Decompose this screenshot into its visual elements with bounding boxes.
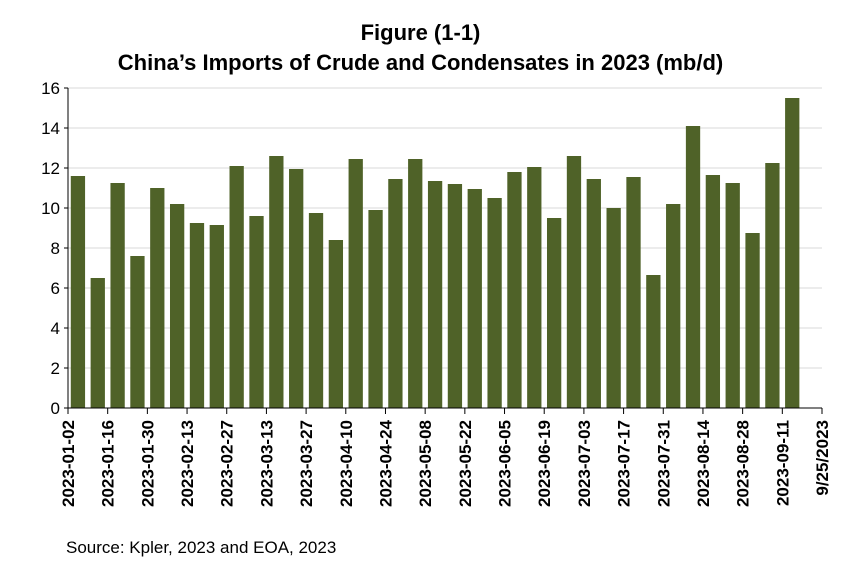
bar — [348, 159, 363, 408]
bar — [408, 159, 423, 408]
x-tick-label: 2023-06-19 — [535, 420, 554, 507]
y-tick-label: 8 — [51, 239, 60, 258]
bar — [725, 183, 740, 408]
x-tick-label: 2023-05-08 — [416, 420, 435, 507]
bar — [289, 169, 304, 408]
x-tick-label: 2023-04-10 — [337, 420, 356, 507]
y-tick-label: 0 — [51, 399, 60, 418]
bar — [785, 98, 800, 408]
x-tick-label: 2023-02-27 — [218, 420, 237, 507]
x-tick-label: 2023-08-14 — [694, 419, 713, 507]
y-tick-label: 2 — [51, 359, 60, 378]
bar — [566, 156, 582, 408]
y-tick-label: 4 — [51, 319, 60, 338]
y-tick-label: 12 — [41, 159, 60, 178]
bar — [626, 177, 641, 408]
bar — [666, 204, 681, 408]
bar — [328, 240, 344, 408]
bar — [209, 225, 224, 408]
bar — [527, 167, 542, 408]
x-tick-label: 2023-09-11 — [773, 420, 792, 506]
bar — [388, 179, 403, 408]
bar — [705, 175, 721, 408]
bar — [90, 278, 105, 408]
bar — [646, 275, 661, 408]
x-tick-label: 2023-02-13 — [178, 420, 197, 507]
bar — [110, 183, 125, 408]
chart-title-block: Figure (1-1) China’s Imports of Crude an… — [0, 18, 841, 78]
bar — [487, 198, 502, 408]
x-tick-label: 9/25/2023 — [813, 420, 832, 496]
x-tick-label: 2023-01-30 — [138, 420, 157, 507]
chart-subtitle: China’s Imports of Crude and Condensates… — [117, 50, 724, 75]
bar — [150, 188, 165, 408]
bar — [765, 163, 780, 408]
bar — [467, 189, 482, 408]
x-tick-label: 2023-08-28 — [734, 420, 753, 507]
y-tick-label: 16 — [41, 79, 60, 98]
bar — [130, 256, 145, 408]
x-tick-label: 2023-07-03 — [575, 420, 594, 507]
bar — [447, 184, 463, 408]
x-tick-label: 2023-01-16 — [99, 420, 118, 507]
x-tick-label: 2023-07-17 — [615, 420, 634, 507]
x-tick-label: 2023-07-31 — [654, 420, 673, 507]
bar — [507, 172, 522, 408]
axes — [64, 87, 823, 414]
x-tick-label: 2023-05-22 — [456, 420, 475, 507]
bar — [169, 204, 185, 408]
bar — [229, 166, 244, 408]
bar — [606, 208, 621, 408]
bar — [546, 218, 562, 408]
y-tick-label: 10 — [41, 199, 60, 218]
bar — [269, 156, 284, 408]
bar — [427, 181, 443, 408]
bar — [368, 210, 383, 408]
tick-labels: 0 2 4 6 8 10 12 14 16 2023-01-02 2023-01-16 2023-01… — [41, 79, 832, 507]
x-tick-label: 2023-01-02 — [59, 420, 78, 507]
x-tick-label: 2023-06-05 — [496, 420, 515, 507]
bar — [586, 179, 601, 408]
x-tick-label: 2023-04-24 — [376, 419, 395, 507]
bar — [70, 176, 86, 408]
chart-title: Figure (1-1) — [360, 20, 481, 45]
x-tick-label: 2023-03-13 — [257, 420, 276, 507]
x-tick-label: 2023-03-27 — [297, 420, 316, 507]
source-note: Source: Kpler, 2023 and EOA, 2023 — [66, 538, 337, 557]
bar — [745, 233, 760, 408]
y-tick-label: 14 — [41, 119, 60, 138]
bars — [70, 98, 800, 408]
bar — [189, 223, 205, 408]
y-tick-label: 6 — [51, 279, 60, 298]
bar — [685, 126, 701, 408]
bar — [249, 216, 264, 408]
bar — [308, 213, 324, 408]
